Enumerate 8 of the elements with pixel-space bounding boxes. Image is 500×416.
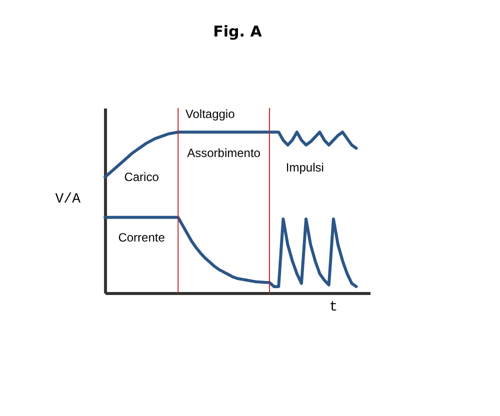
- chart-title: Fig. A: [213, 22, 262, 40]
- y-axis-title: V/A: [55, 192, 82, 208]
- annotation: Assorbimento: [187, 146, 261, 160]
- series-label: Corrente: [118, 230, 166, 244]
- x-axis-title: t: [329, 300, 338, 316]
- series-label: Voltaggio: [185, 107, 236, 122]
- annotation: Impulsi: [286, 160, 324, 175]
- annotation: Carico: [124, 170, 160, 184]
